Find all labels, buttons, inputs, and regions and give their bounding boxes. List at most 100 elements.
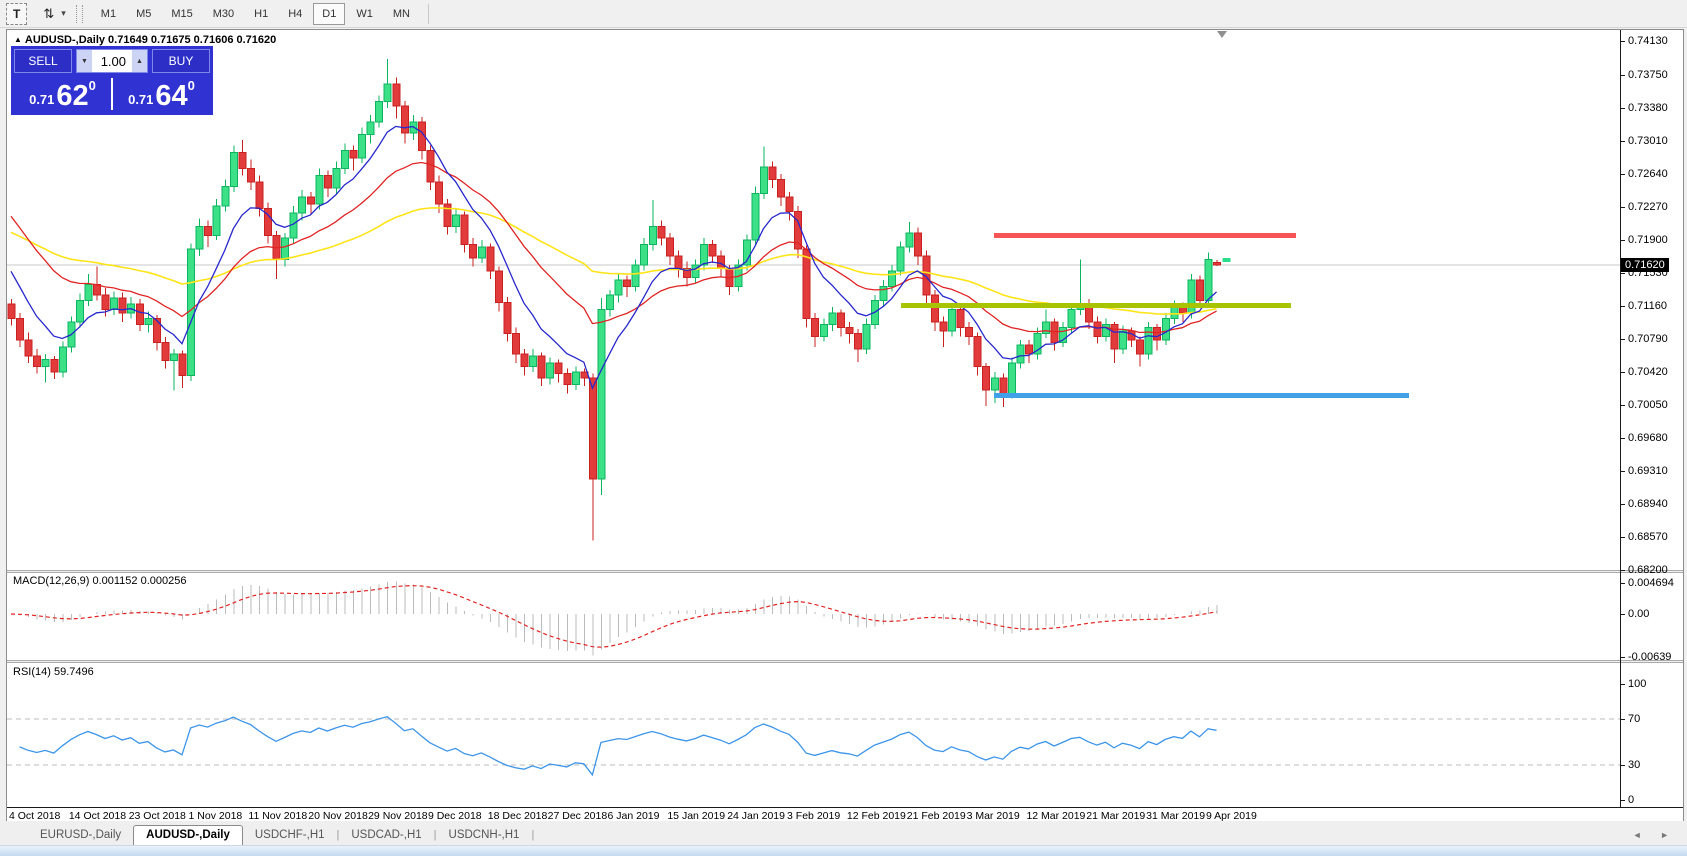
candle-body: [700, 243, 709, 266]
candle-body: [383, 83, 392, 103]
candle-body: [366, 121, 375, 136]
timeframe-button-h4[interactable]: H4: [288, 7, 303, 20]
title-marker-icon[interactable]: ▲: [14, 35, 22, 44]
candle-body: [435, 181, 443, 205]
candle-body: [315, 175, 324, 205]
timeframe-button-m30[interactable]: M30: [212, 7, 235, 20]
timeframe-button-w1[interactable]: W1: [356, 7, 373, 20]
tab-scroll-arrows[interactable]: ◄ ►: [1632, 830, 1677, 840]
candle-body: [50, 358, 59, 373]
chart-window[interactable]: 0.74130 0.73750 0.73380 0.73010 0.72640 0.722…: [6, 29, 1684, 823]
candle-body: [990, 377, 999, 391]
price-axis-tick: [1620, 173, 1625, 175]
candle-body: [144, 317, 153, 326]
candle-body: [511, 333, 520, 355]
timeframe-button-m1[interactable]: M1: [100, 7, 117, 20]
candle-body: [289, 212, 298, 239]
window-bottom-strip: [0, 846, 1687, 856]
macd-rsi-splitter[interactable]: [7, 660, 1683, 663]
candle-body: [152, 317, 161, 344]
candle-body: [1101, 324, 1110, 337]
price-axis-tick: [1620, 536, 1625, 538]
rsi-indicator-canvas[interactable]: [7, 663, 1620, 807]
candle-body: [110, 297, 119, 311]
candle-body: [691, 264, 700, 278]
candle-body: [665, 237, 674, 257]
buy-price-panel[interactable]: 0.71 64 0: [113, 76, 210, 112]
candle-body: [956, 309, 965, 328]
sell-price-pip: 0: [88, 78, 96, 93]
candle-body: [1213, 261, 1222, 266]
timeframe-button-mn[interactable]: MN: [392, 7, 410, 20]
price-axis-tick: [1620, 41, 1625, 42]
sell-price-panel[interactable]: 0.71 62 0: [14, 76, 111, 112]
candle-body: [819, 324, 828, 337]
candle-body: [340, 150, 349, 170]
price-axis-label: 0.72640: [1628, 167, 1668, 180]
timeframe-button-m15[interactable]: M15: [171, 7, 193, 20]
support-line-olive[interactable]: [901, 303, 1291, 308]
chart-tab-usdcnh[interactable]: USDCNH-,H1: [448, 829, 520, 841]
time-axis-label: 3 Mar 2019: [966, 810, 1020, 822]
one-click-trading-panel: SELL ▼ 1.00 ▲ BUY 0.71 62 0 0.71 64 0: [11, 46, 213, 115]
candle-body: [118, 297, 127, 314]
price-axis-label: 0.69310: [1628, 464, 1668, 477]
current-price-tag: 0.71620: [1621, 257, 1669, 272]
candle-body: [1067, 309, 1076, 328]
candle-body: [751, 193, 760, 241]
sell-button[interactable]: SELL: [14, 49, 72, 73]
candle-body: [246, 168, 255, 183]
volume-increase-button[interactable]: ▲: [132, 50, 147, 72]
chart-tab-audusd[interactable]: AUDUSD-,Daily: [133, 825, 243, 845]
resistance-line-red[interactable]: [994, 233, 1296, 238]
candle-body: [674, 255, 683, 269]
volume-decrease-button[interactable]: ▼: [77, 50, 92, 72]
candle-body: [708, 243, 717, 257]
price-axis-label: 0.69680: [1628, 431, 1668, 444]
price-axis-label: 0.73010: [1628, 134, 1668, 147]
candle-body: [879, 285, 888, 302]
time-axis-label: 3 Feb 2019: [787, 810, 841, 822]
candle-body: [648, 226, 657, 245]
main-macd-splitter[interactable]: [7, 570, 1683, 573]
support-line-blue[interactable]: [994, 393, 1409, 398]
chart-tab-eurusd[interactable]: EURUSD-,Daily: [40, 829, 122, 841]
candle-body: [84, 284, 93, 302]
time-axis-label: 11 Nov 2018: [248, 810, 308, 822]
price-axis-label: 0.74130: [1628, 35, 1668, 47]
candle-body: [1136, 339, 1145, 355]
candle-body: [1144, 326, 1153, 355]
chart-tab-usdcad[interactable]: USDCAD-,H1: [351, 829, 422, 841]
macd-indicator-canvas[interactable]: [7, 573, 1620, 660]
candle-body: [1110, 324, 1119, 350]
candle-body: [400, 105, 409, 134]
timeframe-button-m5[interactable]: M5: [136, 7, 152, 20]
candle-body: [1033, 333, 1042, 355]
macd-signal-line: [10, 585, 1217, 648]
candle-body: [777, 178, 785, 198]
candle-body: [469, 243, 478, 259]
chart-tab-usdchf[interactable]: USDCHF-,H1: [254, 829, 325, 841]
macd-axis-label: 0.00: [1628, 608, 1650, 620]
candle-body: [682, 267, 691, 278]
time-axis[interactable]: 4 Oct 2018 14 Oct 2018 23 Oct 2018 1 Nov 20…: [7, 807, 1683, 823]
price-chart-canvas[interactable]: [7, 30, 1620, 570]
volume-input[interactable]: 1.00: [92, 50, 132, 72]
candle-body: [1042, 321, 1051, 335]
candle-body: [802, 248, 811, 319]
candle-body: [255, 181, 264, 210]
chart-shift-marker-icon[interactable]: [1217, 31, 1227, 38]
timeframe-button-h1[interactable]: H1: [254, 7, 269, 20]
candle-body: [221, 185, 230, 207]
arrows-tool-dropdown-icon[interactable]: ▾: [61, 8, 66, 18]
text-tool-button[interactable]: T: [6, 2, 28, 25]
macd-header: MACD(12,26,9) 0.001152 0.000256: [13, 575, 187, 587]
candle-body: [93, 284, 101, 296]
candle-body: [623, 279, 632, 287]
candle-body: [930, 294, 939, 323]
arrows-tool-icon[interactable]: ⇅: [43, 5, 55, 21]
buy-button[interactable]: BUY: [152, 49, 210, 73]
timeframe-button-d1[interactable]: D1: [313, 2, 346, 25]
toolbar-drag-handle[interactable]: [75, 4, 83, 23]
candle-body: [7, 303, 16, 319]
